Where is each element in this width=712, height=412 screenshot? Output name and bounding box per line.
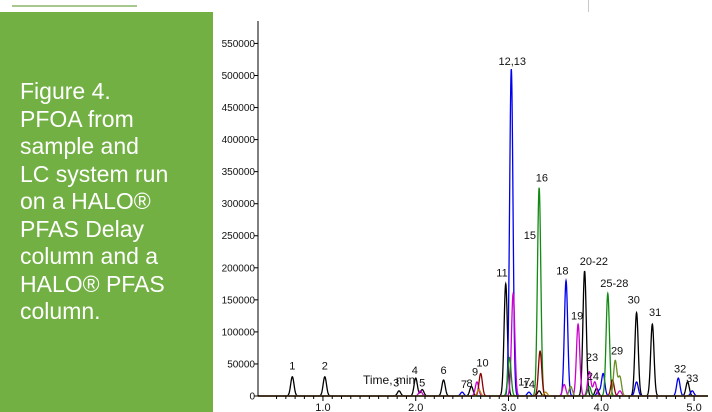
top-rule-tick xyxy=(588,0,589,12)
plot-background xyxy=(213,12,712,412)
x-tick-label: 4.0 xyxy=(594,402,609,412)
peak-label: 14 xyxy=(523,379,535,391)
peak-label: 33 xyxy=(686,373,698,385)
peak-label: 32 xyxy=(674,363,686,375)
x-tick-label: 5.0 xyxy=(686,402,701,412)
peak-label: 1 xyxy=(289,360,295,372)
figure-caption: Figure 4. PFOA from sample and LC system… xyxy=(20,78,169,324)
peak-label: 8 xyxy=(466,378,472,390)
y-tick-label: 0 xyxy=(249,392,255,403)
peak-label: 25-28 xyxy=(600,278,628,290)
x-tick-label: 2.0 xyxy=(408,402,423,412)
peak-label: 20-22 xyxy=(580,256,608,268)
y-tick-label: 250000 xyxy=(222,231,256,242)
top-rule-left xyxy=(12,5,137,7)
y-tick-label: 350000 xyxy=(222,167,256,178)
y-tick-label: 150000 xyxy=(222,295,256,306)
y-tick-label: 500000 xyxy=(222,71,256,82)
peak-label: 31 xyxy=(649,307,661,319)
y-tick-label: 200000 xyxy=(222,263,256,274)
chromatogram-chart: 1 2 3 4 5 6 7 8 9 10 11 12,13 14 15 16 17 18 19 20-22 23 24 2… xyxy=(213,12,712,412)
peak-label: 6 xyxy=(441,365,447,377)
x-tick-label: 1.0 xyxy=(315,402,330,412)
peak-label: 30 xyxy=(628,294,640,306)
y-tick-label: 300000 xyxy=(222,199,256,210)
peak-label: 15 xyxy=(524,230,536,242)
peak-label: 17 xyxy=(518,376,530,388)
x-axis-label: Time, min. xyxy=(363,373,419,387)
peak-label: 5 xyxy=(419,378,425,390)
peak-label: 3 xyxy=(393,378,399,390)
peak-label: 7 xyxy=(461,379,467,391)
peak-label: 18 xyxy=(556,265,568,277)
caption-panel: Figure 4. PFOA from sample and LC system… xyxy=(0,12,213,412)
y-tick-label: 100000 xyxy=(222,327,256,338)
peak-label: 4 xyxy=(412,365,418,377)
y-tick-label: 400000 xyxy=(222,135,256,146)
peak-label: 2 xyxy=(322,360,328,372)
y-tick-label: 550000 xyxy=(222,39,256,50)
x-tick-label: 3.0 xyxy=(501,402,516,412)
peak-label: 9 xyxy=(472,367,478,379)
peak-label: 11 xyxy=(496,267,507,279)
y-tick-label: 50000 xyxy=(227,359,255,370)
peak-label: 29 xyxy=(611,346,623,358)
axes-layer: 0500001000001500002000002500003000003500… xyxy=(222,21,708,412)
peak-label: 23 xyxy=(586,352,598,364)
peak-label: 10 xyxy=(476,358,488,370)
peak-label: 16 xyxy=(536,172,548,184)
peak-label: 19 xyxy=(571,310,583,322)
y-tick-label: 450000 xyxy=(222,103,256,114)
peak-label: 24 xyxy=(587,371,599,383)
peak-label: 12,13 xyxy=(498,56,526,68)
